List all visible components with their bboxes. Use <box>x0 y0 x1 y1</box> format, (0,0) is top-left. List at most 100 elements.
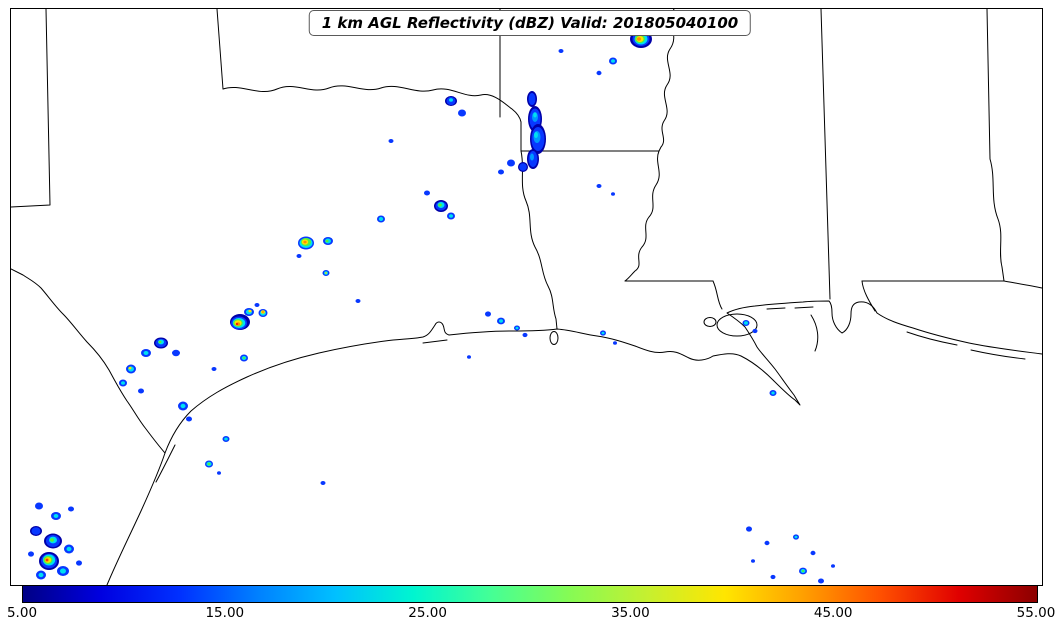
border-alabama-georgia <box>986 9 1042 289</box>
red-river-border <box>222 85 522 123</box>
radar-echo <box>235 323 239 325</box>
colorbar-tick-labels: 5.00 15.00 25.00 35.00 45.00 55.00 <box>7 605 1055 623</box>
border-texas-louisiana-sabine <box>520 150 558 330</box>
border-newmexico-texas <box>11 9 51 208</box>
colorbar-gradient <box>23 586 1037 602</box>
radar-echo <box>438 203 442 207</box>
radar-echo <box>458 109 466 117</box>
radar-echo <box>186 416 192 422</box>
radar-echo <box>498 169 504 175</box>
radar-echo <box>248 309 252 313</box>
radar-echo <box>507 159 515 167</box>
radar-echo <box>801 570 805 572</box>
mississippi-river-border <box>624 9 675 282</box>
radar-echo <box>831 564 835 568</box>
colorbar-tick-label: 15.00 <box>205 605 245 621</box>
radar-echo <box>158 340 162 344</box>
radar-echo <box>530 153 534 161</box>
lake-pontchartrain <box>716 313 758 337</box>
border-texas-oklahoma-meridian <box>216 9 224 90</box>
radar-echo <box>76 560 82 566</box>
radar-echo <box>224 437 228 441</box>
radar-echo <box>534 132 538 138</box>
radar-echo <box>35 502 43 510</box>
radar-echo <box>558 49 564 53</box>
radar-echo <box>449 98 453 102</box>
lake-maurepas <box>703 317 717 327</box>
radar-echo <box>794 535 798 539</box>
radar-echo <box>28 551 34 557</box>
radar-echo <box>467 355 471 359</box>
radar-echo <box>771 391 775 395</box>
colorbar-tick-label: 35.00 <box>611 605 650 621</box>
radar-echo <box>128 366 132 370</box>
radar-echo <box>519 163 527 171</box>
colorbar-tick-label: 45.00 <box>813 605 853 621</box>
radar-echo <box>325 239 329 243</box>
radar-echo <box>770 574 776 580</box>
radar-echo <box>143 351 149 355</box>
radar-echo <box>449 214 453 218</box>
radar-echo <box>60 568 66 574</box>
radar-echo <box>217 471 221 475</box>
radar-echo <box>254 303 260 307</box>
radar-echo <box>515 326 519 330</box>
radar-echo <box>207 462 211 466</box>
radar-echo <box>424 190 430 196</box>
pearl-river-border <box>712 280 723 310</box>
colorbar-tick-label: 25.00 <box>408 605 447 621</box>
radar-echo <box>211 367 217 371</box>
radar-echo <box>637 37 641 41</box>
radar-echo <box>388 139 394 143</box>
state-borders <box>11 9 1042 585</box>
radar-echo <box>596 184 602 188</box>
radar-echo <box>818 578 824 584</box>
radar-echo <box>752 328 758 334</box>
radar-echo <box>596 70 602 76</box>
perdido-river-border <box>861 280 876 312</box>
radar-echo <box>810 550 816 556</box>
radar-echo <box>499 319 503 323</box>
sabine-lake <box>549 331 559 345</box>
radar-echo <box>31 527 41 535</box>
radar-echo <box>611 192 615 196</box>
radar-echo <box>325 272 327 274</box>
radar-echo <box>121 381 125 385</box>
radar-echo <box>744 321 748 325</box>
radar-echo <box>611 59 615 63</box>
radar-echo <box>180 403 186 409</box>
radar-echo <box>303 240 307 244</box>
radar-echo <box>522 332 528 338</box>
radar-echo <box>533 112 537 118</box>
plot-title: 1 km AGL Reflectivity (dBZ) Valid: 20180… <box>308 10 752 36</box>
gulf-coastline <box>106 300 1042 585</box>
radar-echo <box>66 546 72 552</box>
radar-echo <box>50 538 54 542</box>
radar-echo <box>751 559 755 563</box>
colorbar-tick-label: 55.00 <box>1016 605 1056 621</box>
radar-echo <box>242 357 246 359</box>
rio-grande-river <box>11 268 166 454</box>
radar-echo <box>38 572 44 578</box>
radar-echo <box>764 540 770 546</box>
radar-echo <box>485 311 491 317</box>
radar-echo <box>378 217 384 221</box>
radar-echo <box>528 93 536 105</box>
barrier-islands <box>155 306 1026 483</box>
radar-echo <box>601 331 605 335</box>
radar-echo <box>355 299 361 303</box>
map-plot-area <box>10 8 1043 586</box>
radar-echo <box>68 506 74 512</box>
radar-echo <box>613 341 617 345</box>
radar-echo <box>746 526 752 532</box>
radar-echo <box>296 254 302 258</box>
border-mississippi-alabama <box>820 9 831 300</box>
radar-echo <box>172 349 180 357</box>
colorbar-tick-label: 5.00 <box>6 605 38 621</box>
radar-echo-layer <box>28 19 835 584</box>
colorbar <box>22 585 1038 603</box>
radar-echo <box>46 559 48 561</box>
map-svg <box>11 9 1042 585</box>
radar-echo <box>262 311 264 313</box>
